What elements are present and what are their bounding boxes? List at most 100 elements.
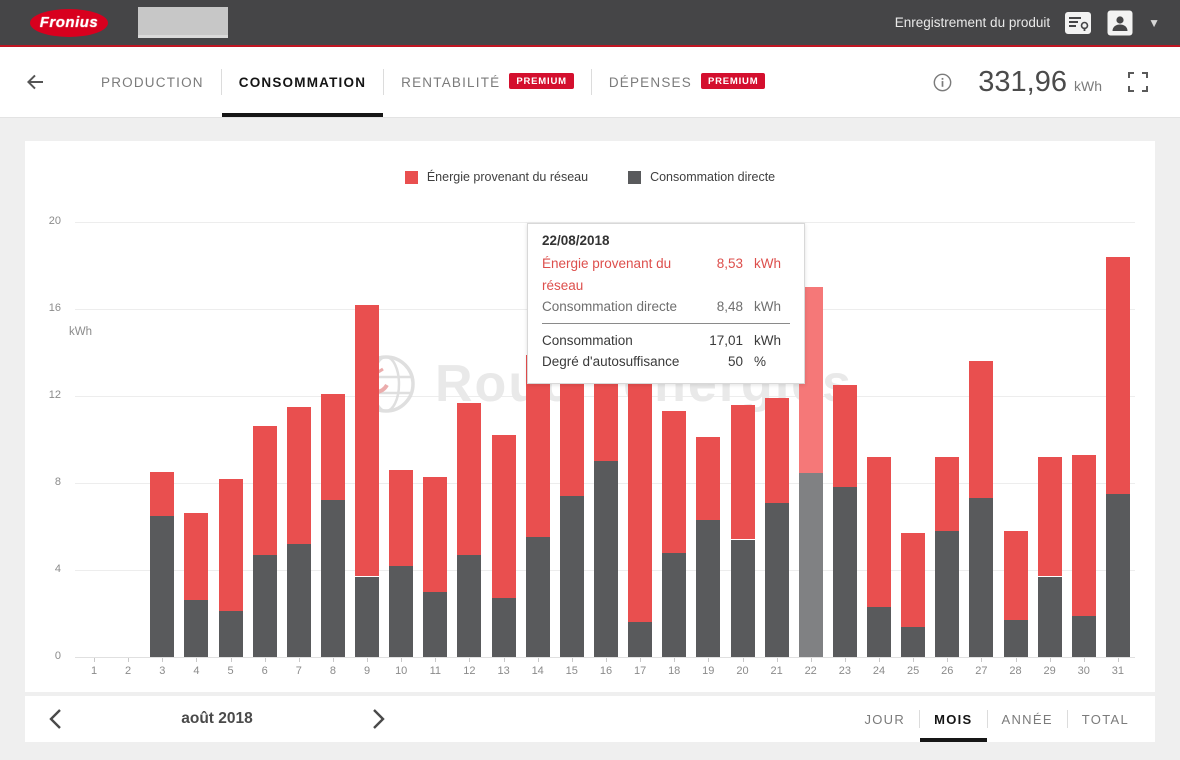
x-axis-tick (503, 658, 505, 662)
bar-day-19-grid[interactable] (696, 437, 721, 520)
bar-day-21-grid[interactable] (764, 398, 789, 503)
bar-day-3-grid[interactable] (150, 472, 175, 516)
bar-day-20-grid[interactable] (730, 404, 755, 540)
chart-bars (25, 141, 1155, 692)
bar-day-15-grid[interactable] (559, 369, 584, 496)
y-axis-unit-label: kWh (69, 326, 92, 338)
bar-day-26-direct[interactable] (935, 530, 960, 657)
x-axis-label-20: 20 (736, 665, 749, 677)
view-jour[interactable]: JOUR (850, 696, 919, 742)
product-registration-icon[interactable] (1064, 10, 1092, 36)
tooltip-row-unit: kWh (754, 332, 781, 348)
bar-day-8-direct[interactable] (320, 500, 345, 657)
bar-day-6-direct[interactable] (252, 554, 277, 657)
tab-production[interactable]: PRODUCTION (84, 47, 221, 117)
x-axis-label-30: 30 (1077, 665, 1090, 677)
tooltip-row: Degré d'autosuffisance 50% (542, 351, 790, 373)
bar-day-15-direct[interactable] (559, 496, 584, 657)
bar-day-4-grid[interactable] (184, 513, 209, 601)
previous-period-icon[interactable] (43, 706, 69, 732)
tooltip-row-value: 8,53 (716, 256, 743, 271)
bar-day-17-grid[interactable] (628, 354, 653, 623)
bar-day-31-direct[interactable] (1105, 493, 1130, 657)
bar-day-25-grid[interactable] (901, 533, 926, 627)
bar-day-8-grid[interactable] (320, 393, 345, 501)
bar-day-6-grid[interactable] (252, 426, 277, 555)
bar-day-11-grid[interactable] (423, 476, 448, 592)
back-arrow-icon[interactable] (0, 47, 70, 117)
bar-day-9-direct[interactable] (355, 576, 379, 657)
fronius-logo-text: Fronius (39, 14, 99, 31)
bar-day-7-grid[interactable] (286, 406, 311, 544)
bar-day-13-direct[interactable] (491, 598, 516, 657)
x-axis-label-12: 12 (463, 665, 476, 677)
bar-day-18-direct[interactable] (662, 552, 687, 657)
bar-day-11-direct[interactable] (423, 591, 448, 658)
bar-day-12-direct[interactable] (457, 554, 482, 657)
tab-label: RENTABILITÉ (401, 74, 501, 90)
bar-day-21-direct[interactable] (764, 502, 789, 657)
bar-day-20-direct[interactable] (730, 539, 755, 658)
bar-day-23-grid[interactable] (832, 385, 857, 488)
next-period-icon[interactable] (365, 706, 391, 732)
bar-day-24-direct[interactable] (867, 607, 891, 657)
view-total[interactable]: TOTAL (1068, 696, 1143, 742)
bar-day-29-grid[interactable] (1037, 456, 1062, 577)
consumption-chart-card: Énergie provenant du réseau Consommation … (25, 141, 1155, 692)
bar-day-14-grid[interactable] (525, 354, 550, 538)
bar-day-14-direct[interactable] (525, 537, 550, 657)
tab-rentabilité[interactable]: RENTABILITÉ PREMIUM (384, 47, 591, 117)
tooltip-row-unit: % (754, 354, 767, 369)
legend-item[interactable]: Énergie provenant du réseau (404, 170, 588, 184)
bar-day-7-direct[interactable] (286, 543, 311, 657)
tooltip-row-label: Énergie provenant du réseau (542, 256, 672, 293)
bar-day-30-grid[interactable] (1071, 454, 1096, 616)
x-axis-label-15: 15 (565, 665, 578, 677)
account-dropdown-caret-icon[interactable]: ▼ (1148, 15, 1160, 30)
period-label: août 2018 (181, 710, 253, 727)
bar-day-27-direct[interactable] (969, 498, 994, 657)
tab-dépenses[interactable]: DÉPENSES PREMIUM (592, 47, 783, 117)
bar-day-12-grid[interactable] (457, 402, 482, 555)
bar-day-5-grid[interactable] (218, 478, 243, 612)
view-année[interactable]: ANNÉE (988, 696, 1067, 742)
bar-day-10-direct[interactable] (389, 565, 414, 657)
user-account-icon[interactable] (1106, 10, 1134, 36)
bar-day-18-grid[interactable] (662, 411, 687, 553)
bar-day-26-grid[interactable] (935, 456, 960, 531)
bar-day-5-direct[interactable] (218, 611, 243, 657)
fullscreen-icon[interactable] (1124, 69, 1152, 95)
x-axis-label-10: 10 (395, 665, 408, 677)
bar-day-29-direct[interactable] (1037, 576, 1062, 657)
tab-consommation[interactable]: CONSOMMATION (221, 47, 384, 117)
bar-day-28-grid[interactable] (1003, 530, 1028, 620)
bar-day-25-direct[interactable] (901, 626, 926, 657)
bar-day-22-direct[interactable] (798, 472, 823, 657)
legend-item[interactable]: Consommation directe (628, 170, 775, 184)
bar-day-16-direct[interactable] (594, 461, 618, 658)
bar-day-19-direct[interactable] (696, 520, 721, 657)
bar-day-30-direct[interactable] (1071, 615, 1096, 657)
x-axis-label-8: 8 (329, 665, 336, 677)
bar-day-27-grid[interactable] (969, 361, 994, 499)
fronius-logo[interactable]: Fronius (30, 8, 108, 37)
bar-day-4-direct[interactable] (184, 600, 209, 657)
x-axis-label-25: 25 (906, 665, 920, 677)
bar-day-9-grid[interactable] (355, 304, 379, 577)
bar-day-10-grid[interactable] (389, 469, 414, 566)
tab-divider (220, 69, 222, 95)
bar-day-17-direct[interactable] (628, 622, 653, 657)
bar-day-23-direct[interactable] (832, 487, 857, 658)
bar-day-28-direct[interactable] (1003, 620, 1028, 657)
info-icon[interactable] (928, 69, 956, 95)
bar-day-13-grid[interactable] (491, 435, 516, 599)
bar-day-24-grid[interactable] (867, 456, 891, 607)
view-mois[interactable]: MOIS (920, 696, 987, 742)
gridline-20 (75, 222, 1135, 223)
tooltip-divider (542, 322, 790, 324)
bar-day-31-grid[interactable] (1105, 256, 1130, 494)
bar-day-3-direct[interactable] (150, 515, 175, 657)
x-axis-tick (435, 658, 437, 662)
x-axis-tick (94, 658, 95, 662)
x-axis-label-13: 13 (497, 665, 510, 677)
